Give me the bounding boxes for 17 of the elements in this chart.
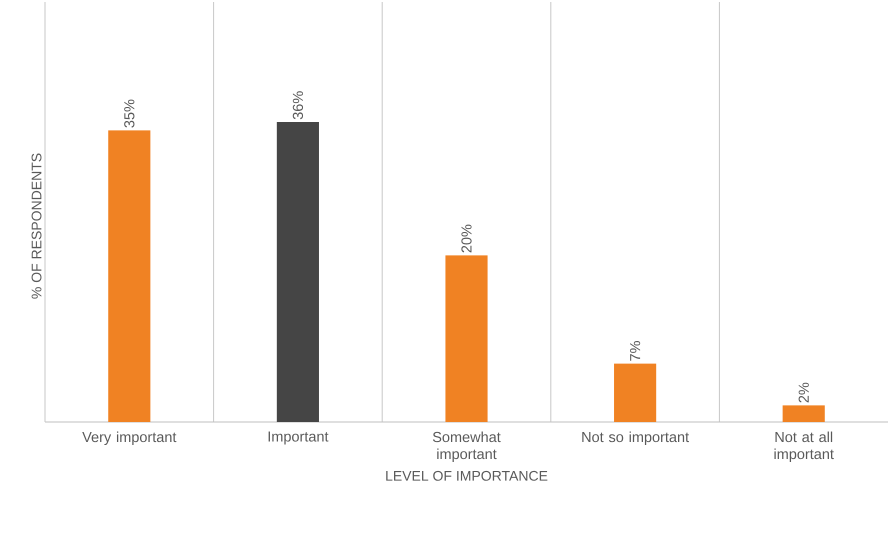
x-axis-title: LEVEL OF IMPORTANCE xyxy=(386,470,548,481)
data-label: 7% xyxy=(630,341,640,361)
data-label: 36% xyxy=(292,91,304,120)
data-label: 2% xyxy=(798,382,809,402)
y-axis-title: % OF RESPONDENTS xyxy=(32,154,42,299)
x-tick-label: Not at all important xyxy=(774,432,834,462)
data-label: 20% xyxy=(461,224,472,252)
x-tick-label: Important xyxy=(268,432,328,445)
data-label: 35% xyxy=(124,100,134,128)
x-tick-label: Somewhat important xyxy=(432,432,501,462)
bar xyxy=(276,122,319,422)
x-tick-label: Not so important xyxy=(582,432,689,446)
x-tick-label: Very important xyxy=(82,432,176,446)
bar xyxy=(614,364,656,422)
bar xyxy=(445,255,488,422)
bar xyxy=(108,130,150,422)
bar xyxy=(782,405,825,422)
